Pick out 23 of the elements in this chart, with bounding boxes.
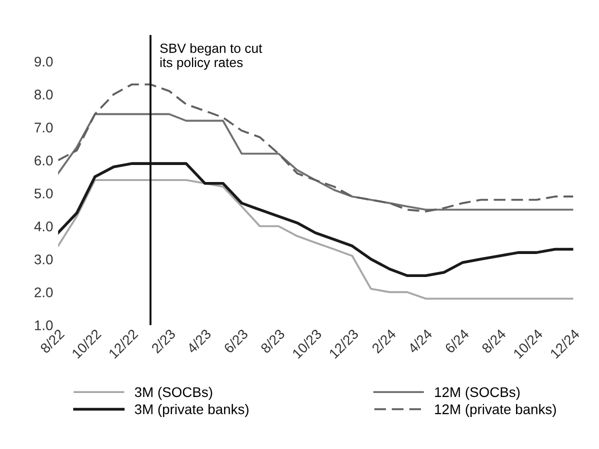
- x-tick-label: 6/24: [444, 328, 470, 354]
- y-tick-label: 7.0: [34, 122, 53, 132]
- y-tick-label: 4.0: [34, 222, 53, 232]
- y-tick-label: 9.0: [34, 56, 53, 67]
- x-tick-label: 8/24: [480, 328, 506, 354]
- y-tick-label: 8.0: [34, 90, 53, 100]
- y-tick-label: 3.0: [34, 254, 53, 264]
- line-series: [58, 83, 574, 212]
- y-tick-label: 1.0: [34, 320, 53, 330]
- ref-line-label: SBV began to cut its policy rates: [160, 43, 262, 70]
- legend-label: 12M (private banks): [435, 404, 556, 417]
- y-tick-label: 5.0: [34, 188, 53, 198]
- y-tick-label: 2.0: [34, 287, 53, 298]
- line-series: [58, 113, 574, 211]
- y-tick-label: 6.0: [34, 156, 53, 166]
- x-tick-label: 6/23: [223, 328, 248, 354]
- legend-label: 3M (private banks): [134, 404, 248, 417]
- line-series: [58, 179, 574, 300]
- x-tick-label: 8/23: [260, 328, 286, 354]
- x-tick-label: 4/23: [186, 328, 212, 354]
- legend-label: 3M (SOCBs): [134, 386, 212, 400]
- x-tick-label: 4/24: [407, 328, 433, 354]
- legend-label: 12M (SOCBs): [435, 386, 520, 400]
